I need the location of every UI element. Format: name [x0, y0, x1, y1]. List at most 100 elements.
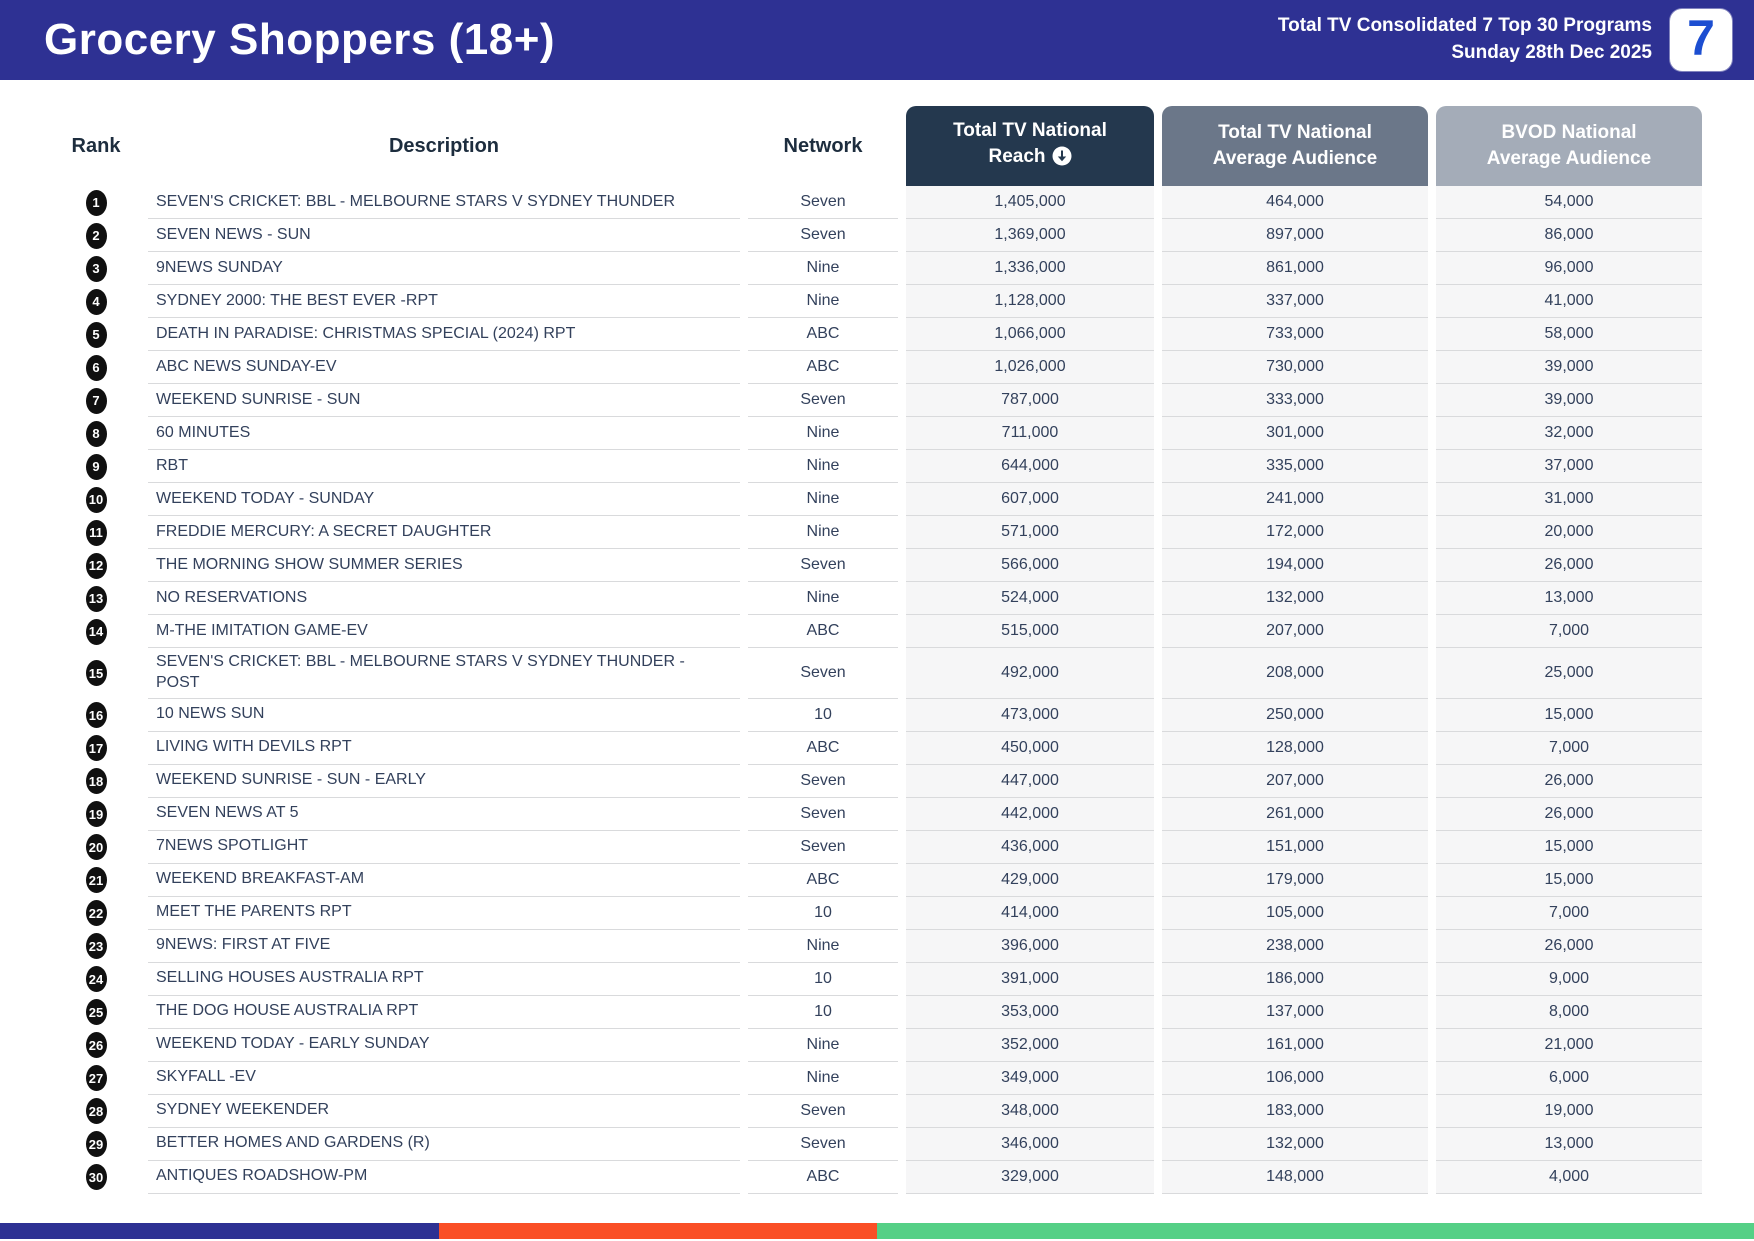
- program-description: NO RESERVATIONS: [156, 588, 308, 606]
- program-description-cell: WEEKEND BREAKFAST-AM: [148, 864, 740, 897]
- bvod-average-audience-cell: 13,000: [1436, 1127, 1702, 1161]
- rank-cell: 14: [52, 615, 140, 648]
- rank-badge: 25: [85, 999, 107, 1026]
- table-row: 11 FREDDIE MERCURY: A SECRET DAUGHTER Ni…: [52, 516, 1702, 549]
- total-tv-reach-cell: 391,000: [906, 962, 1154, 996]
- rank-cell: 10: [52, 483, 140, 516]
- total-tv-average-audience-cell: 250,000: [1162, 698, 1428, 732]
- table-row: 19 SEVEN NEWS AT 5 Seven 442,000 261,000…: [52, 797, 1702, 831]
- total-tv-reach-cell: 348,000: [906, 1094, 1154, 1128]
- bvod-average-audience-cell: 19,000: [1436, 1094, 1702, 1128]
- table-row: 29 BETTER HOMES AND GARDENS (R) Seven 34…: [52, 1127, 1702, 1161]
- table-row: 7 WEEKEND SUNRISE - SUN Seven 787,000 33…: [52, 384, 1702, 417]
- total-tv-average-audience-cell: 161,000: [1162, 1028, 1428, 1062]
- column-header-total-tv-reach[interactable]: Total TV National Reach: [906, 106, 1154, 186]
- network-cell: Nine: [748, 930, 898, 963]
- sort-descending-icon[interactable]: [1052, 146, 1072, 174]
- network-cell: ABC: [748, 351, 898, 384]
- total-tv-average-audience-cell: 861,000: [1162, 252, 1428, 285]
- total-tv-reach-cell: 1,026,000: [906, 351, 1154, 384]
- total-tv-average-audience-cell: 335,000: [1162, 450, 1428, 483]
- rank-cell: 19: [52, 798, 140, 831]
- total-tv-reach-cell: 1,128,000: [906, 285, 1154, 318]
- table-row: 17 LIVING WITH DEVILS RPT ABC 450,000 12…: [52, 731, 1702, 765]
- table-row: 5 DEATH IN PARADISE: CHRISTMAS SPECIAL (…: [52, 318, 1702, 351]
- table-row: 25 THE DOG HOUSE AUSTRALIA RPT 10 353,00…: [52, 995, 1702, 1029]
- table-row: 8 60 MINUTES Nine 711,000 301,000 32,000: [52, 417, 1702, 450]
- rank-badge: 9: [85, 453, 107, 480]
- total-tv-average-audience-cell: 186,000: [1162, 962, 1428, 996]
- rank-badge: 10: [85, 486, 107, 513]
- total-tv-reach-cell: 787,000: [906, 384, 1154, 417]
- bvod-header-line2: Average Audience: [1486, 148, 1652, 169]
- program-description: SEVEN'S CRICKET: BBL - MELBOURNE STARS V…: [156, 192, 676, 210]
- header-right-block: Total TV Consolidated 7 Top 30 Programs …: [1278, 9, 1732, 71]
- network-cell: Seven: [748, 1095, 898, 1128]
- network-cell: 10: [748, 699, 898, 732]
- program-description: SEVEN NEWS - SUN: [156, 225, 311, 243]
- table-row: 24 SELLING HOUSES AUSTRALIA RPT 10 391,0…: [52, 962, 1702, 996]
- total-tv-average-audience-cell: 897,000: [1162, 219, 1428, 252]
- total-tv-reach-cell: 352,000: [906, 1028, 1154, 1062]
- total-tv-average-audience-cell: 337,000: [1162, 285, 1428, 318]
- rank-badge: 29: [85, 1131, 107, 1158]
- network-cell: Nine: [748, 1029, 898, 1062]
- program-description-cell: SEVEN'S CRICKET: BBL - MELBOURNE STARS V…: [148, 648, 740, 699]
- total-tv-reach-cell: 349,000: [906, 1061, 1154, 1095]
- table-row: 10 WEEKEND TODAY - SUNDAY Nine 607,000 2…: [52, 483, 1702, 516]
- total-tv-reach-cell: 473,000: [906, 698, 1154, 732]
- program-description: SEVEN'S CRICKET: BBL - MELBOURNE STARS V…: [156, 653, 685, 691]
- program-description: SYDNEY 2000: THE BEST EVER -RPT: [156, 291, 438, 309]
- rank-badge: 4: [85, 288, 107, 315]
- bvod-average-audience-cell: 86,000: [1436, 219, 1702, 252]
- rank-cell: 5: [52, 318, 140, 351]
- rank-cell: 1: [52, 186, 140, 219]
- program-description-cell: DEATH IN PARADISE: CHRISTMAS SPECIAL (20…: [148, 318, 740, 351]
- program-description: 10 NEWS SUN: [156, 705, 265, 723]
- rank-cell: 17: [52, 732, 140, 765]
- network-cell: Seven: [748, 798, 898, 831]
- program-description: WEEKEND BREAKFAST-AM: [156, 870, 365, 888]
- total-tv-average-audience-cell: 194,000: [1162, 549, 1428, 582]
- rank-cell: 13: [52, 582, 140, 615]
- program-description-cell: M-THE IMITATION GAME-EV: [148, 615, 740, 648]
- program-description: ABC NEWS SUNDAY-EV: [156, 357, 337, 375]
- seven-network-logo: 7: [1670, 9, 1732, 71]
- program-description: SEVEN NEWS AT 5: [156, 804, 299, 822]
- rank-badge: 5: [85, 321, 107, 348]
- column-header-bvod-average-audience[interactable]: BVOD National Average Audience: [1436, 106, 1702, 186]
- bvod-average-audience-cell: 25,000: [1436, 648, 1702, 699]
- network-cell: 10: [748, 897, 898, 930]
- total-tv-average-audience-cell: 207,000: [1162, 764, 1428, 798]
- bvod-average-audience-cell: 9,000: [1436, 962, 1702, 996]
- program-description: 60 MINUTES: [156, 423, 251, 441]
- network-cell: Seven: [748, 186, 898, 219]
- network-cell: Seven: [748, 648, 898, 699]
- program-description: BETTER HOMES AND GARDENS (R): [156, 1134, 430, 1152]
- rank-cell: 3: [52, 252, 140, 285]
- column-header-total-tv-average-audience[interactable]: Total TV National Average Audience: [1162, 106, 1428, 186]
- bvod-average-audience-cell: 26,000: [1436, 929, 1702, 963]
- total-tv-reach-cell: 436,000: [906, 830, 1154, 864]
- table-row: 3 9NEWS SUNDAY Nine 1,336,000 861,000 96…: [52, 252, 1702, 285]
- network-cell: Seven: [748, 1128, 898, 1161]
- avg-header-line1: Total TV National: [1218, 122, 1372, 144]
- total-tv-average-audience-cell: 207,000: [1162, 615, 1428, 648]
- network-cell: Seven: [748, 765, 898, 798]
- total-tv-reach-cell: 492,000: [906, 648, 1154, 699]
- network-cell: Nine: [748, 1062, 898, 1095]
- program-description: MEET THE PARENTS RPT: [156, 903, 352, 921]
- program-description: DEATH IN PARADISE: CHRISTMAS SPECIAL (20…: [156, 324, 576, 342]
- bvod-average-audience-cell: 26,000: [1436, 797, 1702, 831]
- rank-badge: 13: [85, 585, 107, 612]
- bvod-average-audience-cell: 32,000: [1436, 417, 1702, 450]
- total-tv-average-audience-cell: 241,000: [1162, 483, 1428, 516]
- bvod-average-audience-cell: 21,000: [1436, 1028, 1702, 1062]
- table-row: 18 WEEKEND SUNRISE - SUN - EARLY Seven 4…: [52, 764, 1702, 798]
- program-description-cell: WEEKEND TODAY - EARLY SUNDAY: [148, 1029, 740, 1062]
- program-description: WEEKEND TODAY - EARLY SUNDAY: [156, 1035, 430, 1053]
- total-tv-reach-cell: 414,000: [906, 896, 1154, 930]
- rank-cell: 12: [52, 549, 140, 582]
- network-cell: Nine: [748, 450, 898, 483]
- rank-cell: 24: [52, 963, 140, 996]
